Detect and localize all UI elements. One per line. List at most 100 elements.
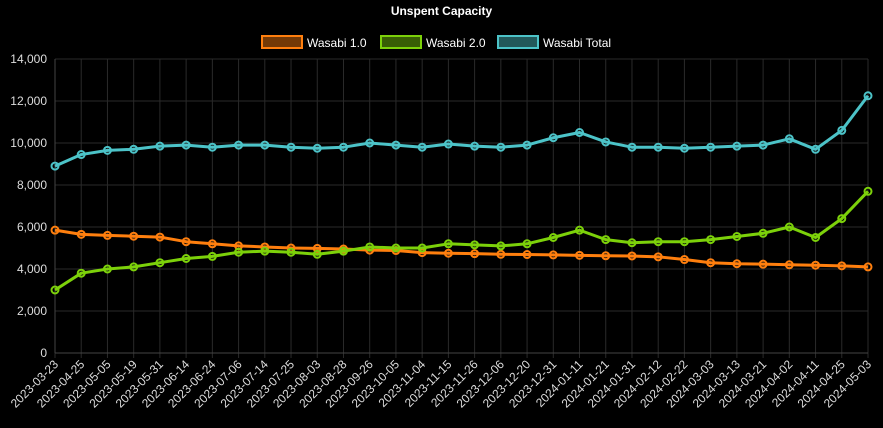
data-point-wasabi-2-0 [443, 239, 453, 249]
data-point-wasabi-2-0 [575, 225, 585, 235]
data-point-wasabi-1-0 [627, 251, 637, 261]
data-point-wasabi-total [312, 143, 322, 153]
data-point-wasabi-2-0 [286, 247, 296, 257]
data-point-wasabi-1-0 [758, 259, 768, 269]
data-point-wasabi-2-0 [365, 242, 375, 252]
data-point-wasabi-2-0 [338, 246, 348, 256]
data-point-wasabi-1-0 [155, 232, 165, 242]
data-point-wasabi-total [417, 142, 427, 152]
data-point-wasabi-2-0 [129, 262, 139, 272]
data-point-wasabi-2-0 [811, 233, 821, 242]
data-point-wasabi-1-0 [575, 250, 585, 260]
legend-swatch [380, 35, 422, 49]
data-point-wasabi-total [784, 134, 794, 144]
data-point-wasabi-2-0 [312, 249, 322, 259]
data-point-wasabi-1-0 [548, 250, 558, 260]
data-point-wasabi-2-0 [653, 237, 663, 247]
data-point-wasabi-total [260, 140, 270, 150]
data-point-wasabi-2-0 [181, 254, 191, 263]
data-point-wasabi-2-0 [207, 251, 217, 261]
data-point-wasabi-2-0 [758, 228, 768, 238]
data-point-wasabi-1-0 [732, 259, 742, 269]
legend-swatch [497, 35, 539, 49]
data-point-wasabi-2-0 [417, 243, 427, 253]
data-point-wasabi-total [181, 140, 191, 150]
data-point-wasabi-total [391, 140, 401, 150]
data-point-wasabi-total [207, 142, 217, 152]
data-point-wasabi-total [627, 142, 637, 152]
data-point-wasabi-2-0 [102, 264, 112, 274]
chart-title: Unspent Capacity [390, 4, 493, 18]
data-point-wasabi-2-0 [391, 243, 401, 253]
data-point-wasabi-1-0 [837, 261, 847, 271]
data-point-wasabi-1-0 [443, 248, 453, 258]
data-point-wasabi-1-0 [470, 249, 480, 259]
data-point-wasabi-total [102, 145, 112, 155]
data-point-wasabi-total [76, 150, 86, 160]
data-point-wasabi-2-0 [679, 237, 689, 247]
legend-swatch [261, 35, 303, 49]
legend: Wasabi 1.0 Wasabi 2.0 Wasabi Total [261, 35, 611, 50]
legend-label: Wasabi Total [543, 36, 611, 50]
data-point-wasabi-total [338, 142, 348, 152]
y-tick-label: 12,000 [10, 94, 47, 108]
data-point-wasabi-total [470, 141, 480, 151]
data-point-wasabi-1-0 [76, 229, 86, 239]
data-point-wasabi-1-0 [129, 231, 139, 241]
data-point-wasabi-total [758, 140, 768, 150]
data-point-wasabi-1-0 [522, 250, 532, 260]
data-point-wasabi-2-0 [837, 214, 847, 224]
y-tick-label: 2,000 [17, 304, 47, 318]
data-point-wasabi-2-0 [260, 246, 270, 256]
data-point-wasabi-1-0 [784, 260, 794, 270]
series-line-wasabi-total [54, 94, 870, 168]
data-point-wasabi-total [863, 91, 873, 101]
data-point-wasabi-1-0 [50, 225, 60, 235]
data-point-wasabi-1-0 [312, 243, 322, 253]
y-tick-label: 0 [40, 346, 47, 360]
y-axis: 0 2,000 4,000 6,000 8,000 10,000 12,000 14,000 [10, 52, 47, 360]
legend-label: Wasabi 2.0 [426, 36, 486, 50]
data-point-wasabi-2-0 [706, 235, 716, 245]
legend-label: Wasabi 1.0 [307, 36, 367, 50]
data-point-wasabi-1-0 [653, 252, 663, 262]
data-point-wasabi-1-0 [102, 230, 112, 240]
data-point-wasabi-2-0 [522, 239, 532, 249]
data-point-wasabi-total [811, 144, 821, 154]
data-point-wasabi-total [155, 141, 165, 151]
data-point-wasabi-1-0 [706, 258, 716, 268]
y-tick-label: 6,000 [17, 220, 47, 234]
data-point-wasabi-1-0 [496, 249, 506, 259]
data-point-wasabi-1-0 [601, 251, 611, 261]
data-point-wasabi-2-0 [732, 231, 742, 241]
data-point-wasabi-1-0 [863, 262, 873, 272]
data-point-wasabi-1-0 [207, 239, 217, 249]
data-point-wasabi-2-0 [234, 247, 244, 257]
y-tick-label: 14,000 [10, 52, 47, 66]
data-point-wasabi-1-0 [811, 260, 821, 270]
data-point-wasabi-2-0 [76, 268, 86, 278]
series-group [50, 91, 873, 295]
data-point-wasabi-2-0 [601, 235, 611, 245]
data-point-wasabi-1-0 [181, 237, 191, 247]
data-point-wasabi-total [575, 128, 585, 137]
data-point-wasabi-total [653, 142, 663, 152]
data-point-wasabi-2-0 [155, 258, 165, 268]
data-point-wasabi-total [286, 142, 296, 152]
data-point-wasabi-2-0 [470, 240, 480, 250]
data-point-wasabi-total [601, 137, 611, 147]
data-point-wasabi-2-0 [50, 285, 60, 295]
data-point-wasabi-total [732, 141, 742, 151]
data-point-wasabi-total [548, 133, 558, 143]
data-point-wasabi-total [129, 144, 139, 154]
y-tick-label: 8,000 [17, 178, 47, 192]
data-point-wasabi-2-0 [784, 222, 794, 232]
data-point-wasabi-total [522, 140, 532, 150]
data-point-wasabi-2-0 [548, 233, 558, 242]
data-point-wasabi-2-0 [863, 186, 873, 196]
data-point-wasabi-total [234, 140, 244, 150]
y-tick-label: 4,000 [17, 262, 47, 276]
data-point-wasabi-total [496, 142, 506, 152]
data-point-wasabi-total [837, 125, 847, 135]
data-point-wasabi-total [50, 161, 60, 171]
